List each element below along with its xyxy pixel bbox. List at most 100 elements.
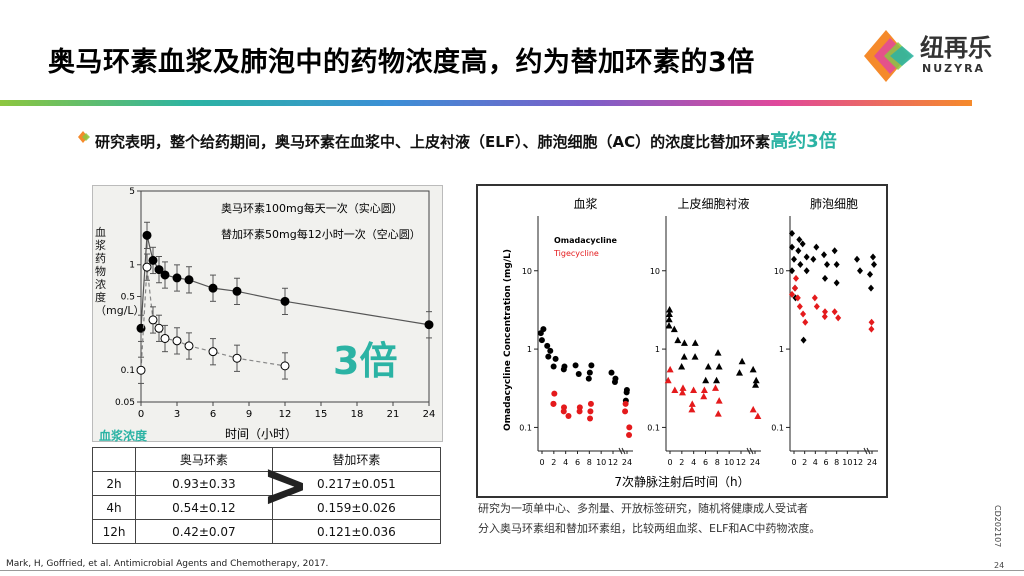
omadacycline-point bbox=[867, 270, 873, 278]
omadacycline-point bbox=[172, 273, 182, 283]
x-tick-label: 12 bbox=[608, 458, 618, 467]
panel-title: 肺泡细胞 bbox=[810, 197, 858, 211]
plasma-caption: 血浆浓度 bbox=[99, 429, 148, 443]
y-tick-label: 0.1 bbox=[121, 366, 135, 376]
tigecycline-point bbox=[754, 412, 762, 419]
reference-footnote: Mark, H, Goffried, et al. Antimicrobial … bbox=[6, 559, 329, 569]
concentration-table: 奥马环素 替加环素 2h 0.93±0.33 0.217±0.051 4h 0.… bbox=[92, 447, 442, 544]
x-tick-label: 0 bbox=[791, 458, 796, 467]
x-tick-label: 6 bbox=[823, 458, 828, 467]
tigecycline-point bbox=[711, 384, 719, 391]
tigecycline-line bbox=[140, 267, 286, 371]
omadacycline-point bbox=[813, 243, 820, 251]
x-tick-label: 4 bbox=[563, 458, 568, 467]
axis-break bbox=[749, 447, 754, 455]
omadacycline-point bbox=[800, 336, 807, 344]
tigecycline-point bbox=[813, 302, 820, 310]
tigecycline-point bbox=[671, 386, 679, 394]
x-tick-label: 2 bbox=[802, 458, 807, 467]
y-tick-label: 10 bbox=[522, 267, 532, 276]
omadacycline-point bbox=[550, 363, 557, 370]
omadacycline-point bbox=[680, 353, 688, 360]
omadacycline-point bbox=[575, 371, 582, 378]
axis-break bbox=[746, 447, 751, 455]
omadacycline-point bbox=[704, 362, 712, 370]
nuzyra-logo bbox=[864, 30, 914, 82]
omadacycline-point bbox=[752, 376, 760, 384]
x-tick-label: 8 bbox=[587, 458, 592, 467]
x-tick-label: 10 bbox=[842, 458, 852, 467]
tigecycline-point bbox=[280, 361, 290, 371]
omadacycline-point bbox=[678, 362, 686, 370]
omadacycline-point bbox=[544, 342, 551, 349]
omadacycline-point bbox=[857, 267, 863, 275]
omadacycline-point bbox=[795, 247, 802, 255]
y-tick-label: 0.05 bbox=[115, 398, 135, 408]
x-tick-label: 12 bbox=[279, 409, 292, 420]
tigecycline-point bbox=[160, 333, 170, 343]
table-header-cell: 奥马环素 bbox=[135, 447, 273, 472]
tigecycline-point bbox=[587, 415, 594, 422]
table-cell: 0.121±0.036 bbox=[271, 519, 442, 544]
tigecycline-point bbox=[688, 405, 696, 413]
x-tick-label: 10 bbox=[596, 458, 606, 467]
tigecycline-point bbox=[551, 390, 558, 397]
omadacycline-point bbox=[713, 376, 721, 384]
omadacycline-point bbox=[232, 286, 242, 296]
omadacycline-point bbox=[854, 255, 860, 263]
bullet-icon bbox=[78, 131, 90, 143]
table-cell: 0.159±0.026 bbox=[271, 495, 442, 520]
axis-break bbox=[618, 447, 623, 455]
omadacycline-point bbox=[822, 274, 828, 282]
page-number: 24 bbox=[994, 561, 1005, 570]
omadacycline-point bbox=[154, 265, 164, 275]
table-cell: 4h bbox=[92, 495, 136, 520]
study-note: 研究为一项单中心、多剂量、开放标签研究，随机将健康成人受试者 分入奥马环素组和替… bbox=[478, 499, 820, 539]
y-tick-label: 10 bbox=[774, 267, 784, 276]
omadacycline-point bbox=[789, 243, 795, 251]
omadacycline-point bbox=[810, 255, 817, 263]
x-tick-label: 9 bbox=[246, 409, 252, 420]
tigecycline-point bbox=[800, 310, 807, 318]
y-tick-label: 0.5 bbox=[121, 293, 135, 303]
omadacycline-point bbox=[611, 379, 618, 386]
tigecycline-point bbox=[664, 376, 672, 384]
table-row: 4h 0.54±0.12 0.159±0.026 bbox=[92, 495, 442, 520]
statement-text: 研究表明，整个给药期间，奥马环素在血浆中、上皮衬液（ELF）、肺泡细胞（AC）的… bbox=[95, 133, 771, 151]
omadacycline-point bbox=[552, 355, 559, 362]
omadacycline-point bbox=[715, 362, 723, 370]
x-tick-label: 24 bbox=[423, 409, 436, 420]
tigecycline-point bbox=[576, 408, 583, 415]
x-tick-label: 24 bbox=[750, 458, 760, 467]
omadacycline-point bbox=[670, 325, 678, 333]
legend-omadacycline: 奥马环素100mg每天一次（实心圆） bbox=[221, 201, 403, 215]
table-cell: 0.93±0.33 bbox=[135, 471, 273, 496]
omadacycline-point bbox=[142, 230, 152, 240]
tigecycline-point bbox=[811, 294, 818, 302]
tigecycline-point bbox=[184, 341, 194, 351]
omadacycline-point bbox=[691, 339, 699, 346]
omadacycline-point bbox=[608, 369, 615, 376]
note-line: 研究为一项单中心、多剂量、开放标签研究，随机将健康成人受试者 bbox=[478, 502, 808, 515]
table-header-cell: 替加环素 bbox=[271, 447, 442, 472]
omadacycline-point bbox=[674, 336, 682, 344]
three-times-label: 3倍 bbox=[333, 339, 397, 383]
note-line: 分入奥马环素组和替加环素组，比较两组血浆、ELF和AC中药物浓度。 bbox=[478, 522, 821, 535]
x-tick-label: 4 bbox=[691, 458, 696, 467]
table-cell: 2h bbox=[92, 471, 136, 496]
tigecycline-point bbox=[626, 424, 633, 431]
x-tick-label: 2 bbox=[679, 458, 684, 467]
omadacycline-point bbox=[680, 339, 688, 346]
omadacycline-point bbox=[824, 261, 830, 269]
table-header-row: 奥马环素 替加环素 bbox=[92, 447, 442, 472]
x-tick-label: 3 bbox=[174, 409, 180, 420]
x-tick-label: 0 bbox=[539, 458, 544, 467]
document-code: CD202107 bbox=[993, 505, 1002, 548]
x-axis-label: 7次静脉注射后时间（h） bbox=[614, 474, 749, 489]
x-tick-label: 6 bbox=[703, 458, 708, 467]
omadacycline-point bbox=[665, 315, 673, 323]
plasma-concentration-chart: 奥马环素100mg每天一次（实心圆） 替加环素50mg每12小时一次（空心圆） … bbox=[115, 187, 436, 441]
tigecycline-point bbox=[794, 294, 801, 302]
tigecycline-point bbox=[136, 365, 146, 375]
omadacycline-point bbox=[424, 320, 434, 330]
